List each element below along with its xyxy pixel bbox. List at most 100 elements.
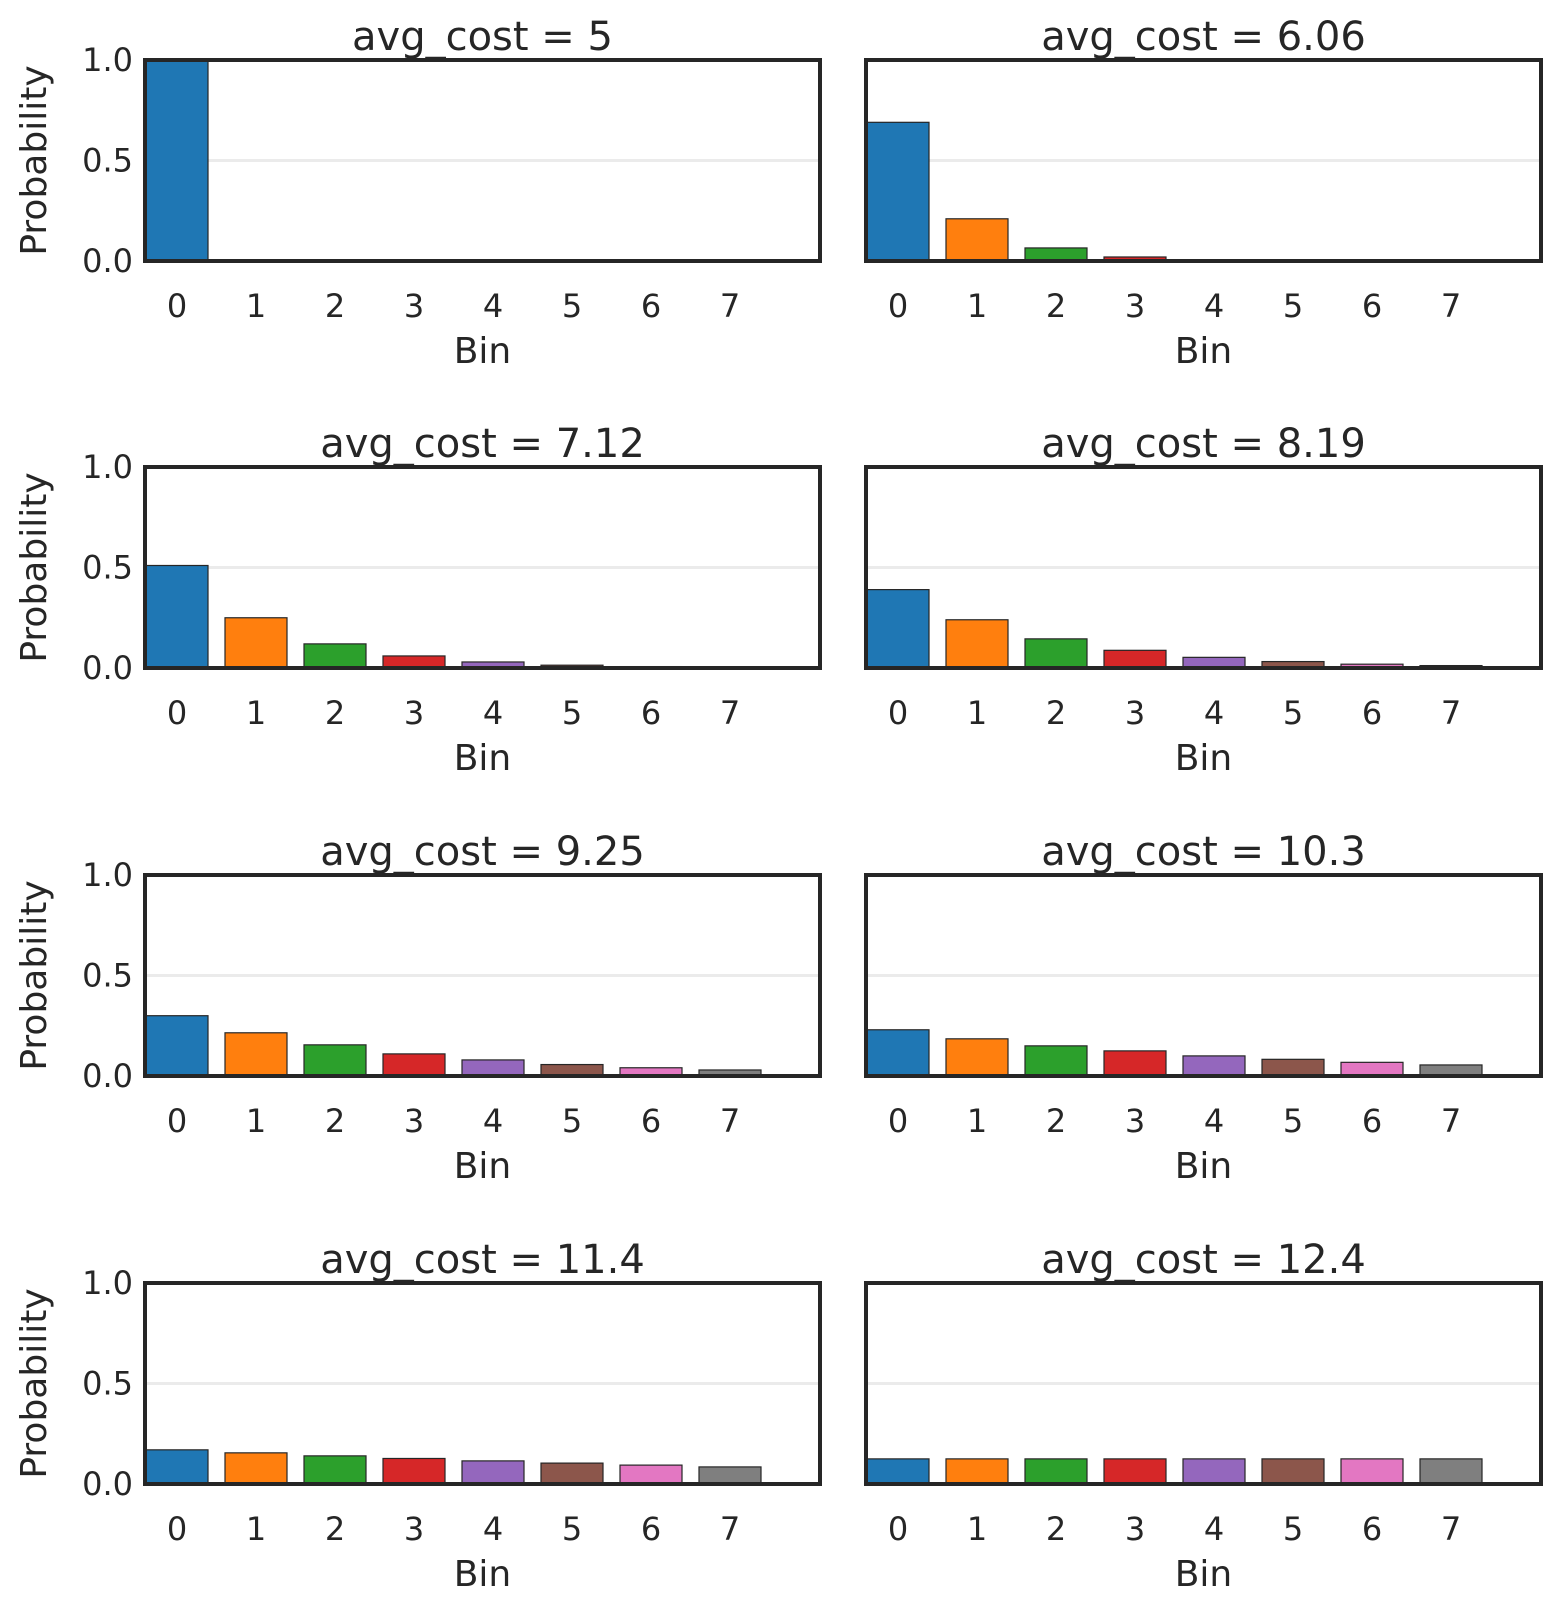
- axes-frame: [143, 58, 822, 263]
- subplot-title: avg_cost = 10.3: [1041, 829, 1366, 875]
- bar-1: [224, 1452, 288, 1485]
- x-tick-label: 1: [967, 1510, 987, 1548]
- x-tick-label: 2: [1046, 694, 1066, 732]
- subplot-0: avg_cost = 5 0 1 2 3 4 5 6 7 Bin 0.0 0.5 1.0 Probabil…: [14, 14, 822, 372]
- bar-2: [303, 1044, 367, 1077]
- x-tick-label: 7: [1441, 287, 1461, 325]
- x-tick-label: 2: [325, 1510, 345, 1548]
- x-tick-label: 6: [1362, 1102, 1382, 1140]
- x-tick-label: 3: [1125, 287, 1145, 325]
- bar-0: [866, 1458, 930, 1485]
- x-tick-label: 0: [888, 1510, 908, 1548]
- x-axis-label: Bin: [1175, 331, 1233, 372]
- y-tick-label: 0.0: [82, 242, 133, 280]
- y-axis-label: Probability: [14, 65, 55, 255]
- y-tick-label: 1.0: [82, 41, 133, 79]
- x-tick-label: 0: [888, 1102, 908, 1140]
- bar-3: [382, 1053, 446, 1077]
- y-tick-label: 1.0: [82, 856, 133, 894]
- bar-3: [1103, 1458, 1167, 1485]
- x-tick-label: 6: [641, 1102, 661, 1140]
- x-tick-label: 3: [404, 694, 424, 732]
- x-tick-label: 4: [483, 287, 503, 325]
- bar-4: [1182, 1055, 1246, 1077]
- axes-frame: [864, 465, 1543, 670]
- x-tick-label: 5: [562, 1102, 582, 1140]
- x-tick-label: 3: [404, 1510, 424, 1548]
- bar-4: [461, 1460, 525, 1485]
- y-tick-label: 0.5: [82, 1365, 133, 1403]
- subplot-4: avg_cost = 9.25 0 1 2 3 4 5 6 7 Bin 0.0 0.5 1.0 Proba…: [14, 829, 822, 1187]
- bar-3: [1103, 649, 1167, 669]
- bar-2: [303, 1455, 367, 1485]
- bar-2: [1024, 1458, 1088, 1485]
- subplot-7: avg_cost = 12.4 0 1 2 3 4 5 6 7 Bin: [864, 1237, 1543, 1595]
- x-tick-label: 1: [246, 694, 266, 732]
- axes-frame: [143, 465, 822, 670]
- bar-1: [945, 1038, 1009, 1077]
- subplot-title: avg_cost = 11.4: [320, 1237, 645, 1283]
- bar-1: [224, 617, 288, 669]
- y-tick-label: 0.5: [82, 549, 133, 587]
- x-axis-label: Bin: [454, 738, 512, 779]
- subplot-title: avg_cost = 6.06: [1041, 14, 1366, 60]
- subplot-title: avg_cost = 5: [352, 14, 613, 60]
- y-tick-label: 0.0: [82, 1465, 133, 1503]
- axes-frame: [143, 1281, 822, 1486]
- y-tick-label: 0.0: [82, 649, 133, 687]
- bar-6: [1340, 1061, 1404, 1077]
- subplot-6: avg_cost = 11.4 0 1 2 3 4 5 6 7 Bin 0.0 0.5 1.0 Proba…: [14, 1237, 822, 1595]
- x-tick-label: 6: [1362, 694, 1382, 732]
- y-axis-label: Probability: [14, 472, 55, 662]
- x-tick-label: 2: [325, 1102, 345, 1140]
- x-tick-label: 1: [246, 287, 266, 325]
- axes-frame: [864, 1281, 1543, 1486]
- x-tick-label: 4: [483, 694, 503, 732]
- x-tick-label: 1: [967, 694, 987, 732]
- x-tick-label: 6: [641, 287, 661, 325]
- bar-5: [1261, 1058, 1325, 1077]
- y-axis-label: Probability: [14, 880, 55, 1070]
- bar-0: [866, 1029, 930, 1077]
- x-tick-label: 3: [1125, 1102, 1145, 1140]
- y-tick-label: 0.0: [82, 1057, 133, 1095]
- x-axis-label: Bin: [1175, 1554, 1233, 1595]
- y-tick-label: 0.5: [82, 957, 133, 995]
- bar-2: [303, 643, 367, 669]
- x-tick-label: 6: [1362, 287, 1382, 325]
- x-tick-label: 7: [720, 1510, 740, 1548]
- subplot-title: avg_cost = 8.19: [1041, 421, 1366, 467]
- bar-0: [145, 1449, 209, 1485]
- x-tick-label: 2: [1046, 1510, 1066, 1548]
- subplot-title: avg_cost = 9.25: [320, 829, 645, 875]
- bar-3: [1103, 1050, 1167, 1077]
- bar-6: [1340, 1458, 1404, 1485]
- subplot-title: avg_cost = 12.4: [1041, 1237, 1366, 1283]
- x-tick-label: 2: [1046, 287, 1066, 325]
- axes-frame: [143, 873, 822, 1078]
- bar-5: [1261, 1458, 1325, 1485]
- x-tick-label: 3: [1125, 694, 1145, 732]
- bar-1: [945, 218, 1009, 262]
- bar-0: [145, 564, 209, 669]
- subplot-5: avg_cost = 10.3 0 1 2 3 4 5 6 7 Bin: [864, 829, 1543, 1187]
- x-tick-label: 1: [967, 1102, 987, 1140]
- x-axis-label: Bin: [1175, 738, 1233, 779]
- x-tick-label: 2: [325, 287, 345, 325]
- x-tick-label: 7: [720, 287, 740, 325]
- bar-0: [866, 121, 930, 262]
- x-tick-label: 4: [1204, 287, 1224, 325]
- axes-frame: [864, 873, 1543, 1078]
- bar-0: [145, 59, 209, 262]
- x-tick-label: 7: [1441, 1102, 1461, 1140]
- x-tick-label: 5: [1283, 287, 1303, 325]
- x-tick-label: 0: [888, 287, 908, 325]
- x-tick-label: 5: [1283, 1510, 1303, 1548]
- x-tick-label: 3: [404, 1102, 424, 1140]
- bar-5: [540, 1462, 604, 1485]
- x-tick-label: 7: [720, 694, 740, 732]
- subplot-title: avg_cost = 7.12: [320, 421, 645, 467]
- x-tick-label: 2: [1046, 1102, 1066, 1140]
- x-tick-label: 5: [562, 287, 582, 325]
- x-tick-label: 0: [167, 1102, 187, 1140]
